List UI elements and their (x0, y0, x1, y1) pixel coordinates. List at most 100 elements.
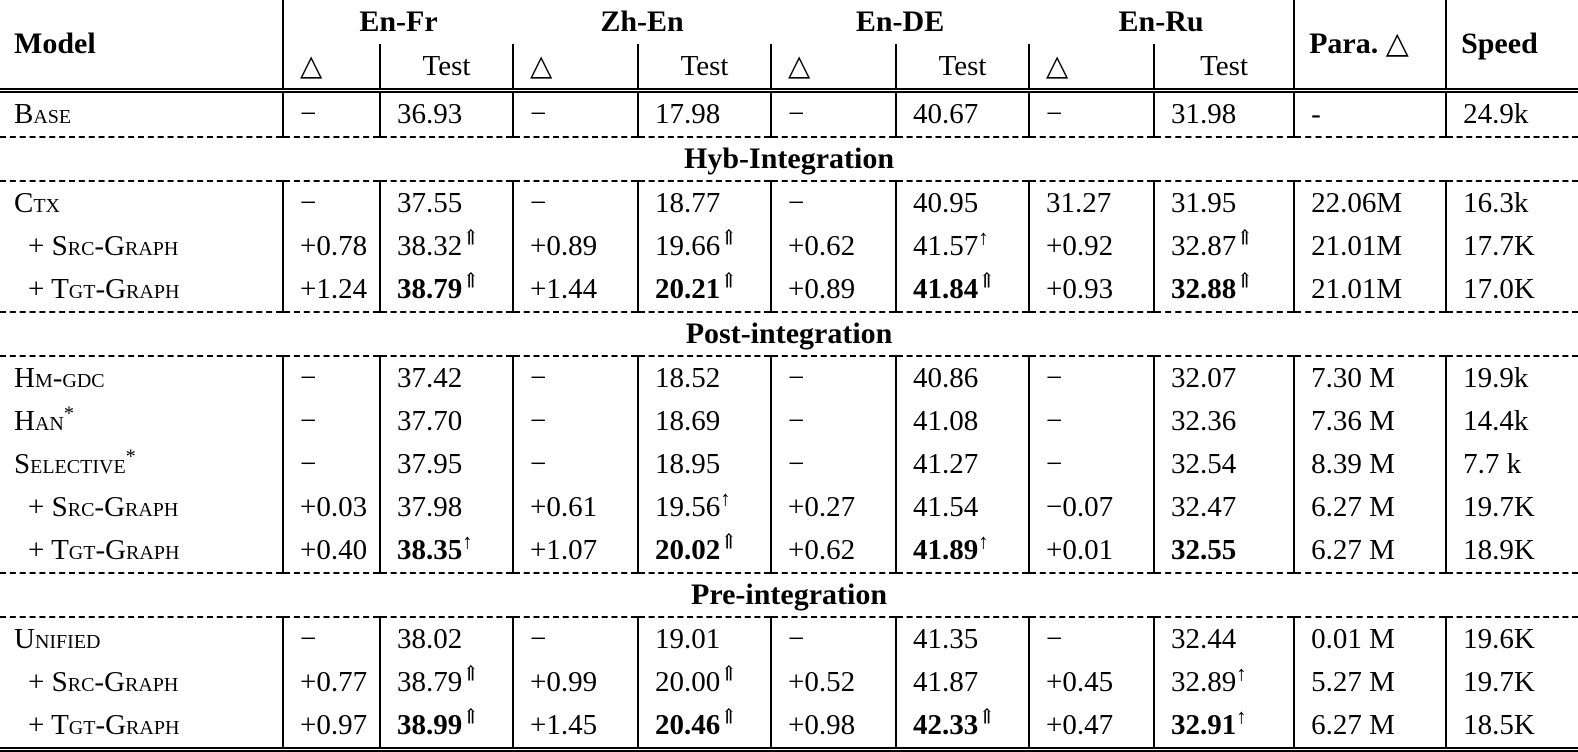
cell-value: 37.55 (397, 187, 463, 219)
cell-para: - (1293, 90, 1447, 138)
table-body: Base − 36.93 − 17.98 − 40.67 − 31.98 - 24.9k Hyb-In… (0, 90, 1578, 752)
model-cell: + Src-Graph (0, 486, 284, 529)
col-header-delta-en-fr: △ (282, 44, 380, 93)
cell-para: 7.36 M (1293, 400, 1447, 443)
cell-value: 37.42 (397, 362, 463, 394)
double-up-arrow-icon: ⇑ (978, 704, 996, 729)
cell-value: 36.93 (397, 98, 463, 130)
cell-test-en-fr: 38.79⇑ (378, 268, 514, 313)
cell-delta-en-fr: +0.78 (282, 225, 380, 268)
cell-value: 38.02 (397, 623, 463, 655)
cell-delta-zh-en: +0.99 (512, 661, 639, 704)
section-header-row: Hyb-Integration (0, 136, 1578, 182)
cell-test-en-fr: 36.93 (378, 90, 514, 138)
col-group-zh-en: Zh-En (600, 5, 684, 38)
model-name: Unified (14, 623, 101, 655)
cell-value: 41.57 (913, 230, 979, 262)
cell-delta-en-de: +0.27 (770, 486, 897, 529)
cell-test-zh-en: 18.77 (637, 181, 772, 225)
cell-value: − (788, 187, 805, 219)
cell-delta-en-fr: +0.77 (282, 661, 380, 704)
cell-value: 20.46 (655, 709, 721, 741)
cell-test-en-de: 40.86 (895, 356, 1030, 400)
up-arrow-icon: ↑ (1236, 661, 1247, 686)
double-up-arrow-icon: ⇑ (1236, 268, 1254, 293)
cell-value: − (1046, 98, 1063, 130)
cell-test-zh-en: 18.95 (637, 443, 772, 486)
cell-delta-en-fr: − (282, 617, 380, 661)
cell-test-en-ru: 32.87⇑ (1153, 225, 1295, 268)
cell-test-en-de: 41.89↑ (895, 529, 1030, 574)
cell-value: 19.01 (655, 623, 721, 655)
cell-value: − (1046, 623, 1063, 655)
cell-delta-en-ru: −0.07 (1028, 486, 1155, 529)
model-name: + Src-Graph (28, 491, 179, 523)
cell-value: +1.07 (530, 534, 598, 566)
model-name: + Src-Graph (28, 230, 179, 262)
cell-delta-en-ru: +0.45 (1028, 661, 1155, 704)
cell-value: − (530, 405, 547, 437)
table-row: + Src-Graph +0.77 38.79⇑ +0.99 20.00⇑ +0.52 41… (0, 661, 1578, 704)
cell-delta-en-fr: +0.03 (282, 486, 380, 529)
double-up-arrow-icon: ⇑ (978, 268, 996, 293)
col-group-en-de: En-DE (855, 5, 945, 38)
cell-value: 17.98 (655, 98, 721, 130)
model-cell: + Tgt-Graph (0, 704, 284, 752)
cell-value: 20.21 (655, 273, 721, 305)
cell-value: − (530, 187, 547, 219)
cell-value: 18.9K (1463, 534, 1535, 566)
cell-delta-en-de: +0.89 (770, 268, 897, 313)
cell-value: 18.52 (655, 362, 721, 394)
cell-delta-en-de: − (770, 400, 897, 443)
cell-test-en-de: 41.84⇑ (895, 268, 1030, 313)
cell-delta-en-de: +0.62 (770, 529, 897, 574)
double-up-arrow-icon: ⇑ (720, 529, 738, 554)
cell-value: +0.62 (788, 534, 856, 566)
cell-value: 17.7K (1463, 230, 1535, 262)
cell-speed: 19.7K (1445, 661, 1578, 704)
cell-delta-zh-en: − (512, 90, 639, 138)
cell-test-zh-en: 20.02⇑ (637, 529, 772, 574)
cell-value: +0.01 (1046, 534, 1114, 566)
up-arrow-icon: ↑ (462, 529, 473, 554)
cell-delta-en-ru: − (1028, 617, 1155, 661)
cell-test-en-ru: 32.55 (1153, 529, 1295, 574)
cell-value: − (530, 98, 547, 130)
model-name: + Tgt-Graph (28, 709, 180, 741)
cell-value: 18.95 (655, 448, 721, 480)
table-row: + Src-Graph +0.78 38.32⇑ +0.89 19.66⇑ +0.62 41… (0, 225, 1578, 268)
section-header: Pre-integration (0, 572, 1578, 618)
model-cell: Unified (0, 617, 284, 661)
cell-value: 0.01 M (1311, 623, 1395, 655)
cell-value: +0.99 (530, 666, 598, 698)
col-header-test-en-ru: Test (1153, 44, 1295, 93)
cell-speed: 17.7K (1445, 225, 1578, 268)
cell-test-en-ru: 32.88⇑ (1153, 268, 1295, 313)
col-header-test-zh-en: Test (637, 44, 772, 93)
cell-value: 32.88 (1171, 273, 1237, 305)
cell-value: 37.98 (397, 491, 463, 523)
cell-value: 32.54 (1171, 448, 1237, 480)
cell-para: 6.27 M (1293, 529, 1447, 574)
cell-value: − (300, 448, 317, 480)
up-arrow-icon: ↑ (720, 486, 731, 511)
model-asterisk: * (125, 445, 136, 468)
cell-value: − (788, 362, 805, 394)
cell-delta-zh-en: +0.89 (512, 225, 639, 268)
cell-delta-en-fr: +0.40 (282, 529, 380, 574)
cell-value: 41.54 (913, 491, 979, 523)
cell-value: 41.35 (913, 623, 979, 655)
cell-test-zh-en: 17.98 (637, 90, 772, 138)
cell-test-zh-en: 18.69 (637, 400, 772, 443)
cell-delta-en-fr: − (282, 400, 380, 443)
cell-value: − (788, 405, 805, 437)
cell-delta-en-ru: − (1028, 356, 1155, 400)
cell-delta-en-ru: − (1028, 400, 1155, 443)
cell-delta-zh-en: − (512, 400, 639, 443)
cell-value: +0.78 (300, 230, 368, 262)
model-name: Ctx (14, 187, 61, 219)
cell-test-en-ru: 32.91↑ (1153, 704, 1295, 752)
cell-value: 19.66 (655, 230, 721, 262)
cell-speed: 19.6K (1445, 617, 1578, 661)
cell-delta-en-de: − (770, 356, 897, 400)
